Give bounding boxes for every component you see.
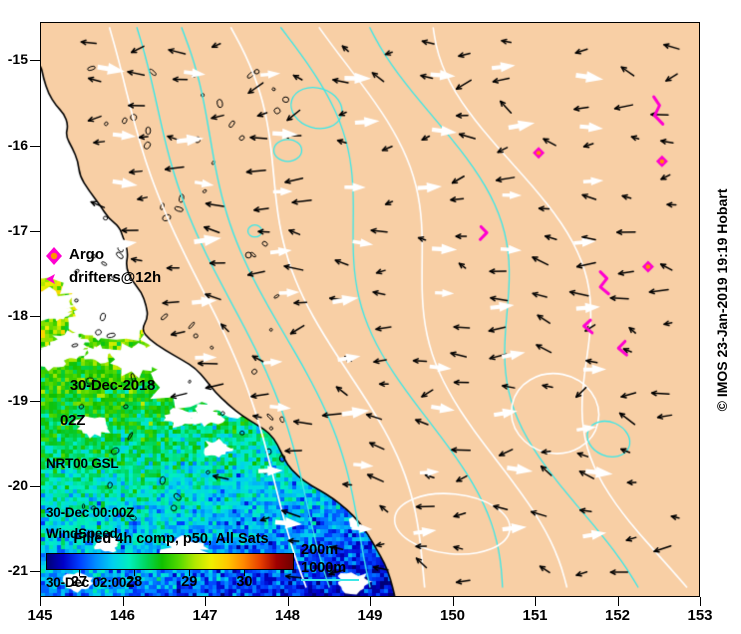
x-axis-tick	[122, 597, 124, 606]
colorbar-title: Filled 4h comp, p50, All Sats	[73, 531, 269, 547]
y-axis-label: -15	[7, 51, 28, 68]
x-axis-tick	[287, 597, 289, 606]
x-axis-label: 147	[192, 607, 218, 624]
wind-key-line1: WindSpeed	[46, 525, 118, 541]
x-axis-label: 151	[522, 607, 548, 624]
y-axis-label: -21	[7, 562, 28, 579]
y-axis-tick	[30, 315, 40, 317]
colorbar-tick-label: 30	[236, 574, 253, 590]
credit-label: © IMOS 23-Jan-2019 19:19 Hobart	[714, 188, 730, 412]
x-axis-tick	[370, 597, 371, 606]
y-axis-tick	[30, 60, 40, 62]
y-axis-label: -19	[7, 392, 28, 409]
drifter-arrow-icon	[43, 268, 65, 290]
colorbar-tick	[134, 570, 136, 576]
sst-heatmap-canvas	[41, 23, 699, 596]
y-axis-label: -17	[7, 221, 28, 238]
legend-row-drifters: drifters@12h	[43, 268, 213, 291]
x-axis-label: 153	[687, 607, 713, 624]
x-axis-tick	[617, 597, 619, 606]
wind-vector-key: WindSpeed 30-Dec 02:00Z 10 m/s	[46, 493, 135, 596]
argo-legend-label: Argo	[69, 246, 104, 263]
bathy-label-1000m: 1000m	[301, 560, 347, 576]
colorbar-gradient	[46, 553, 294, 570]
bathy-label-200m: 200m	[301, 542, 339, 558]
current-key-line1: NRT00 GSL	[46, 455, 119, 471]
x-axis-label: 145	[27, 607, 53, 624]
marker-legend: Argo drifters@12h	[43, 245, 213, 291]
y-axis-tick	[30, 401, 40, 403]
colorbar-tick	[79, 570, 81, 576]
colorbar-tick-label: 27	[70, 574, 88, 590]
wind-key-line2: 30-Dec 02:00Z	[46, 574, 135, 590]
colorbar-tick-label: 29	[181, 574, 198, 590]
y-axis-tick	[30, 571, 40, 573]
x-axis-label: 150	[439, 607, 466, 624]
colorbar-tick-label: 28	[126, 574, 143, 590]
date-stamp-line1: 30-Dec-2018	[69, 376, 156, 394]
date-stamp-line2: 02Z	[60, 412, 86, 430]
sst-map-plot: Argo drifters@12h 30-Dec-2018 02Z NRT00 …	[40, 22, 700, 597]
x-axis-label: 146	[109, 607, 136, 624]
x-axis-tick	[535, 597, 536, 606]
y-axis-label: -18	[7, 306, 28, 323]
x-axis-label: 152	[604, 607, 631, 624]
x-axis-tick	[40, 597, 41, 606]
y-axis-tick	[30, 486, 40, 488]
x-axis-label: 148	[274, 607, 301, 624]
bathymetry-key: 200m 1000m	[301, 541, 359, 581]
x-axis-label: 149	[357, 607, 383, 624]
date-stamp: 30-Dec-2018 02Z	[46, 359, 155, 465]
legend-row-argo: Argo	[43, 245, 213, 268]
colorbar-tick	[244, 570, 246, 576]
colorbar-tick	[189, 570, 191, 576]
x-axis-tick	[452, 597, 454, 606]
argo-diamond-icon	[43, 245, 65, 267]
credit-text: © IMOS 23-Jan-2019 19:19 Hobart	[705, 0, 739, 600]
y-axis-tick	[30, 145, 40, 147]
x-axis-tick	[205, 597, 206, 606]
drifters-legend-label: drifters@12h	[69, 269, 162, 286]
y-axis-tick	[30, 230, 40, 232]
y-axis-label: -20	[7, 477, 28, 494]
bathy-1000m-line-icon	[301, 579, 359, 581]
current-key-line2: 30-Dec 00:00Z	[46, 504, 135, 520]
x-axis-tick	[700, 597, 701, 606]
y-axis-label: -16	[7, 136, 28, 153]
